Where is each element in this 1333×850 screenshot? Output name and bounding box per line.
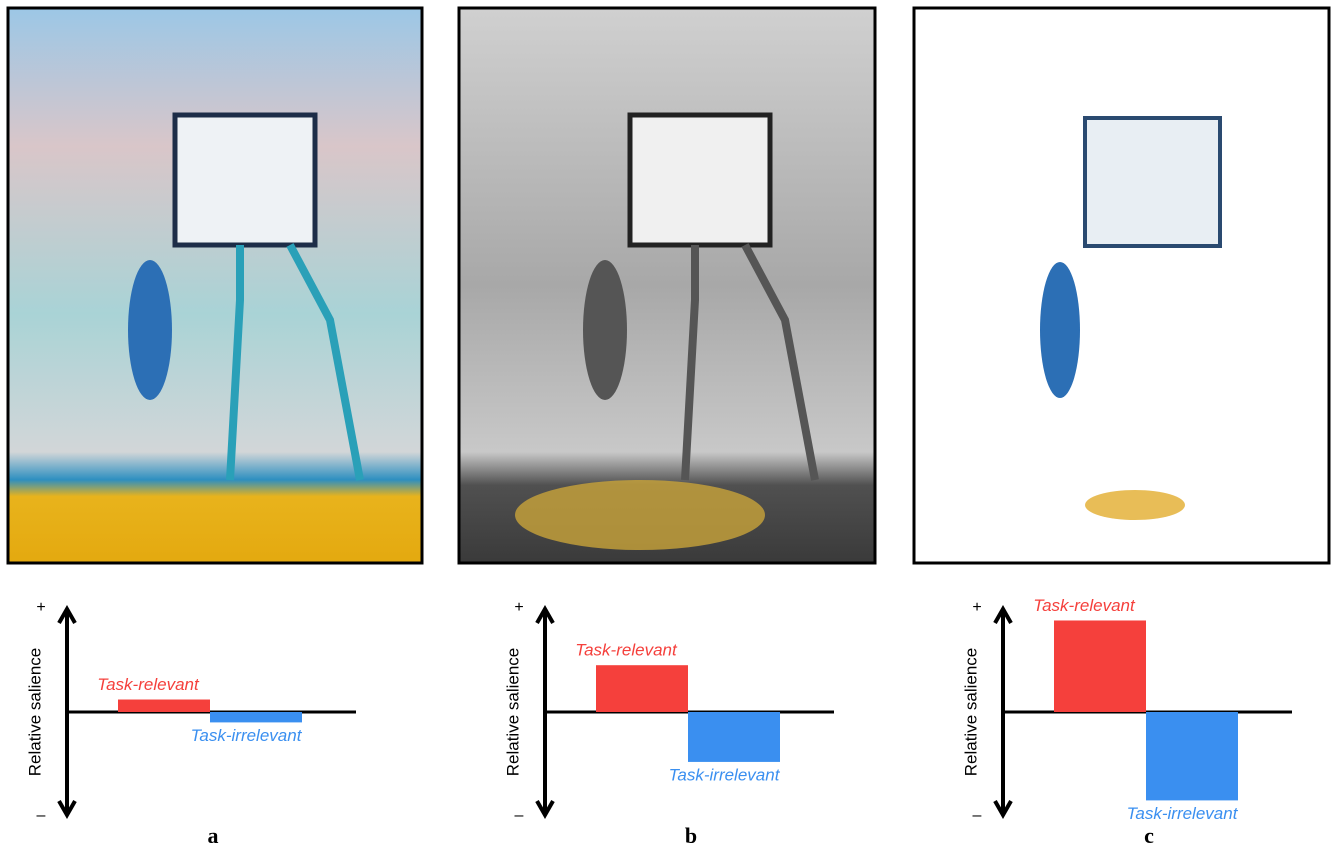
bar-label: Task-irrelevant (191, 726, 303, 745)
y-tick-label: + (514, 599, 523, 616)
y-tick-label: – (37, 807, 46, 824)
photo-b (459, 8, 875, 563)
photo-a (8, 8, 422, 563)
y-axis-title: Relative salience (503, 648, 522, 777)
y-axis-title: Relative salience (961, 648, 980, 777)
bar (1146, 712, 1238, 800)
bar-label: Task-irrelevant (669, 765, 781, 784)
y-axis-title: Relative salience (25, 648, 44, 777)
bar (688, 712, 780, 762)
bar-label: Task-relevant (575, 641, 678, 660)
y-tick-label: + (36, 599, 45, 616)
y-tick-label: + (972, 599, 981, 616)
panel-caption: a (208, 823, 219, 848)
panel-caption: b (685, 823, 697, 848)
bar (118, 700, 210, 712)
bar (596, 665, 688, 712)
y-tick-label: – (973, 807, 982, 824)
bar-label: Task-relevant (1033, 596, 1136, 615)
bar (210, 712, 302, 722)
bar-label: Task-irrelevant (1127, 804, 1239, 823)
figure: + – Relative salience Task-relevant Task-irr… (0, 0, 1333, 850)
y-tick-label: – (515, 807, 524, 824)
panel-caption: c (1144, 823, 1154, 848)
bar-label: Task-relevant (97, 675, 200, 694)
photo-c (914, 8, 1329, 563)
bar (1054, 620, 1146, 712)
